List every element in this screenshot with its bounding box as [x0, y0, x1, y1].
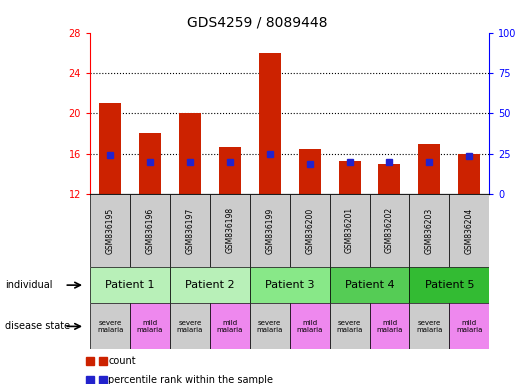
Bar: [210, 303, 250, 349]
Bar: [338, 161, 360, 194]
Text: GSM836201: GSM836201: [345, 207, 354, 253]
Bar: [90, 194, 130, 267]
Bar: [170, 267, 250, 303]
Bar: [90, 303, 130, 349]
Bar: [330, 267, 409, 303]
Bar: [289, 303, 330, 349]
Text: severe
malaria: severe malaria: [416, 320, 442, 333]
Bar: [250, 194, 289, 267]
Bar: [370, 194, 409, 267]
Text: mild
malaria: mild malaria: [456, 320, 483, 333]
Bar: [130, 194, 170, 267]
Text: severe
malaria: severe malaria: [177, 320, 203, 333]
Bar: [330, 303, 370, 349]
Text: disease state: disease state: [5, 321, 70, 331]
Bar: [449, 303, 489, 349]
Text: severe
malaria: severe malaria: [97, 320, 123, 333]
Bar: [130, 303, 170, 349]
Bar: [418, 144, 440, 194]
Text: GDS4259 / 8089448: GDS4259 / 8089448: [187, 15, 328, 29]
Bar: [409, 267, 489, 303]
Text: GSM836202: GSM836202: [385, 207, 394, 253]
Bar: [170, 303, 210, 349]
Bar: [449, 194, 489, 267]
Bar: [330, 194, 370, 267]
Text: GSM836197: GSM836197: [185, 207, 194, 253]
Text: severe
malaria: severe malaria: [256, 320, 283, 333]
Text: GSM836195: GSM836195: [106, 207, 114, 253]
Text: mild
malaria: mild malaria: [297, 320, 323, 333]
Text: severe
malaria: severe malaria: [336, 320, 363, 333]
Text: individual: individual: [5, 280, 53, 290]
Text: GSM836203: GSM836203: [425, 207, 434, 253]
Text: mild
malaria: mild malaria: [376, 320, 403, 333]
Bar: [250, 303, 289, 349]
Text: percentile rank within the sample: percentile rank within the sample: [108, 375, 273, 384]
Text: Patient 2: Patient 2: [185, 280, 235, 290]
Text: mild
malaria: mild malaria: [217, 320, 243, 333]
Text: Patient 3: Patient 3: [265, 280, 315, 290]
Text: GSM836199: GSM836199: [265, 207, 274, 253]
Bar: [210, 194, 250, 267]
Bar: [259, 53, 281, 194]
Bar: [379, 164, 401, 194]
Bar: [90, 267, 170, 303]
Text: GSM836196: GSM836196: [146, 207, 154, 253]
Bar: [250, 267, 330, 303]
Bar: [139, 134, 161, 194]
Bar: [409, 303, 449, 349]
Bar: [219, 147, 241, 194]
Bar: [370, 303, 409, 349]
Text: count: count: [108, 356, 136, 366]
Bar: [409, 194, 449, 267]
Text: Patient 5: Patient 5: [424, 280, 474, 290]
Bar: [299, 149, 321, 194]
Bar: [289, 194, 330, 267]
Bar: [170, 194, 210, 267]
Bar: [458, 154, 480, 194]
Text: Patient 1: Patient 1: [105, 280, 155, 290]
Bar: [99, 103, 121, 194]
Text: GSM836200: GSM836200: [305, 207, 314, 253]
Text: Patient 4: Patient 4: [345, 280, 394, 290]
Text: mild
malaria: mild malaria: [137, 320, 163, 333]
Bar: [179, 113, 201, 194]
Text: GSM836198: GSM836198: [226, 207, 234, 253]
Text: GSM836204: GSM836204: [465, 207, 474, 253]
